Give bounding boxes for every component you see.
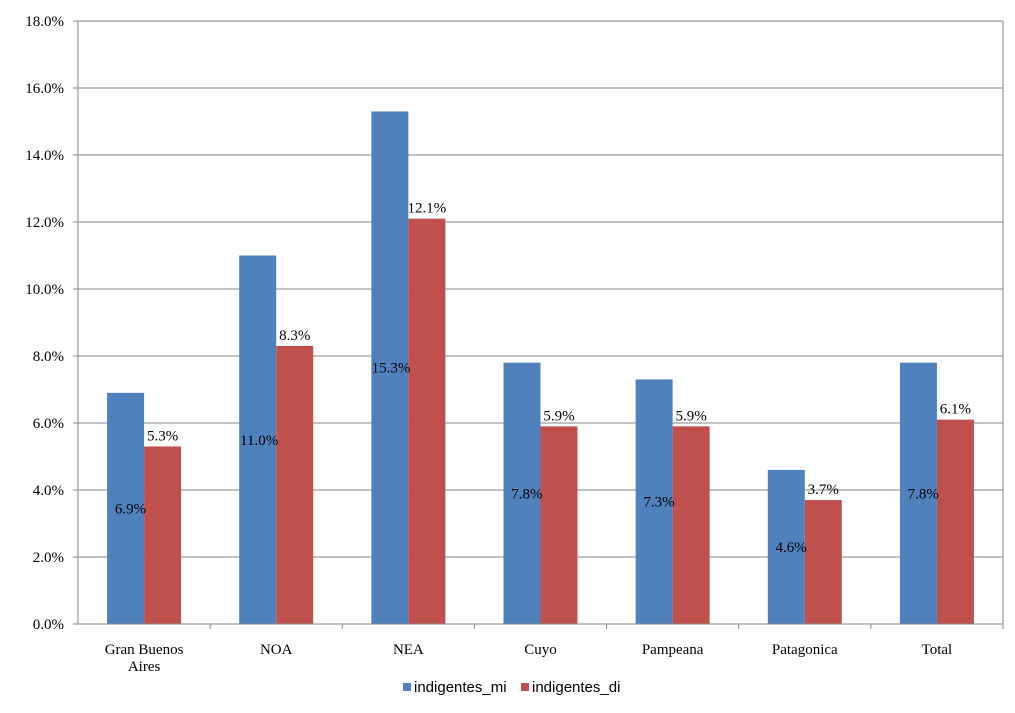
data-label-indigentes_di: 5.9% [543,408,574,424]
x-tick-label: Patagonica [772,642,838,658]
bar-indigentes_mi [767,469,805,624]
bar-indigentes_mi [371,111,409,624]
legend-label-indigentes_di: indigentes_di [532,679,620,696]
bar-indigentes_di [804,500,842,624]
data-label-indigentes_mi: 6.9% [115,501,146,517]
x-tick-label: Gran Buenos [105,642,184,658]
y-tick-label: 0.0% [33,617,64,633]
legend-swatch-indigentes_di [521,683,529,691]
y-tick-label: 10.0% [25,282,64,298]
x-tick-label: NOA [260,642,293,658]
data-label-indigentes_di: 8.3% [279,328,310,344]
y-tick-label: 2.0% [33,550,64,566]
bars [107,111,974,624]
bar-indigentes_mi [899,362,937,624]
data-label-indigentes_di: 12.1% [407,201,446,217]
legend: indigentes_mi indigentes_di [403,679,620,696]
x-tick-label: Cuyo [524,642,557,658]
y-tick-label: 14.0% [25,148,64,164]
bar-indigentes_mi [107,392,145,624]
data-label-indigentes_mi: 7.8% [511,486,542,502]
x-tick-label: Pampeana [642,642,704,658]
data-label-indigentes_di: 3.7% [808,482,839,498]
data-label-indigentes_mi: 15.3% [372,361,411,377]
axes [73,20,1004,629]
x-tick-label: NEA [393,642,424,658]
bar-indigentes_di [276,345,314,624]
data-label-indigentes_di: 5.9% [676,408,707,424]
x-tick-label: Aires [128,659,161,675]
legend-label-indigentes_mi: indigentes_mi [414,679,507,696]
bar-indigentes_di [672,426,710,624]
x-tick-label: Total [922,642,953,658]
data-label-indigentes_mi: 7.3% [643,495,674,511]
data-labels: 6.9% 5.3% 11.0% 8.3% 15.3% 12.1% 7.8% 5.9% 7.3% 5… [115,201,971,556]
gridlines [78,20,1003,558]
y-tick-label: 12.0% [25,215,64,231]
y-tick-label: 6.0% [33,416,64,432]
data-label-indigentes_mi: 4.6% [776,540,807,556]
bar-indigentes_mi [239,255,277,624]
bar-indigentes_di [540,426,578,624]
bar-indigentes_di [936,419,974,624]
bar-indigentes_di [144,446,182,624]
y-tick-label: 8.0% [33,349,64,365]
legend-swatch-indigentes_mi [403,683,411,691]
bar-indigentes_mi [503,362,541,624]
y-tick-label: 4.0% [33,483,64,499]
bar-indigentes_di [408,218,446,624]
y-tick-label: 18.0% [25,14,64,30]
bar-indigentes_mi [635,379,673,624]
y-tick-label: 16.0% [25,81,64,97]
data-label-indigentes_di: 6.1% [940,402,971,418]
y-tick-labels: 0.0% 2.0% 4.0% 6.0% 8.0% 10.0% 12.0% 14.0% 16.0%… [25,14,64,633]
data-label-indigentes_di: 5.3% [147,428,178,444]
data-label-indigentes_mi: 7.8% [908,486,939,502]
data-label-indigentes_mi: 11.0% [240,433,278,449]
